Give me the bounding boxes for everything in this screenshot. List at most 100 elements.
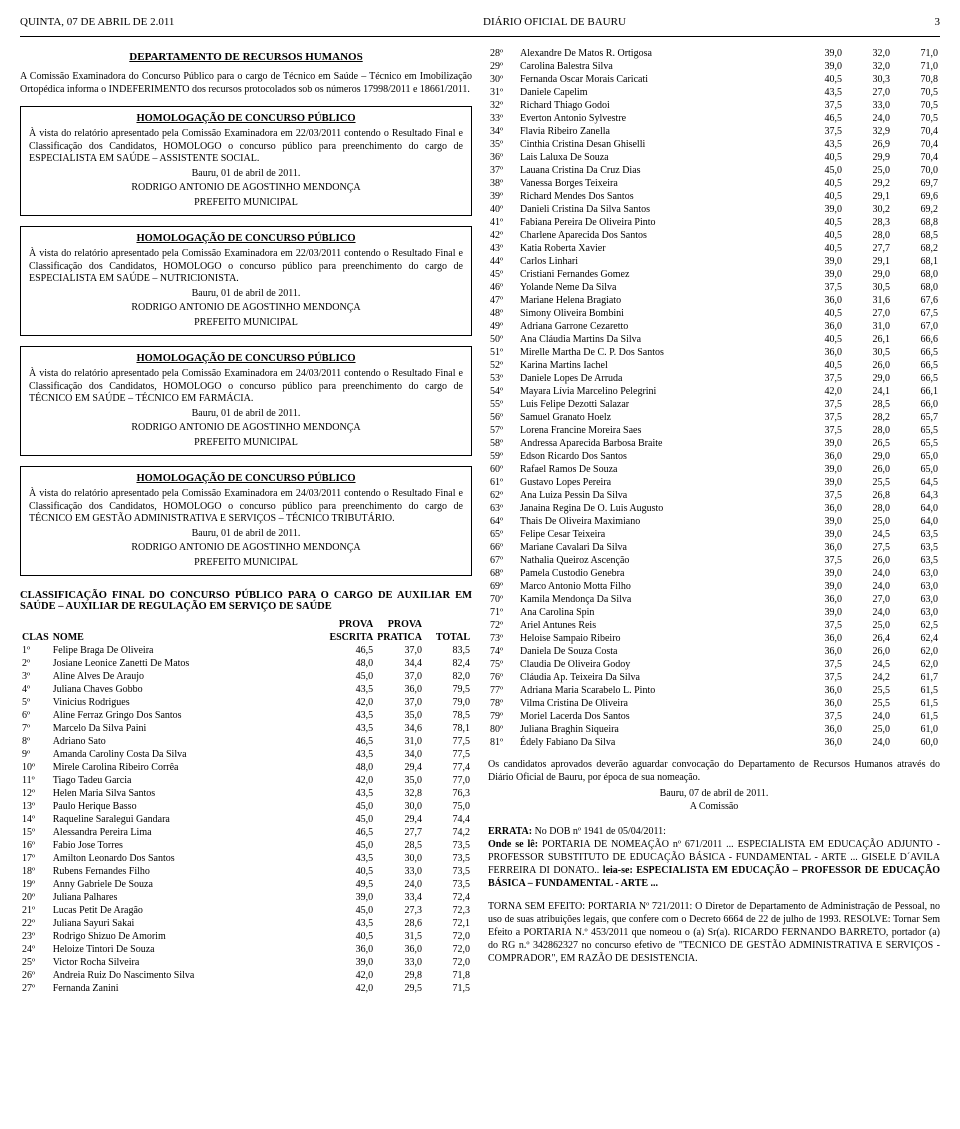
cell-pratica: 32,0: [844, 47, 892, 60]
cell-total: 72,3: [424, 904, 472, 917]
cell-escrita: 43,5: [327, 917, 375, 930]
notice-title: HOMOLOGAÇÃO DE CONCURSO PÚBLICO: [29, 113, 463, 124]
cell-escrita: 36,0: [796, 684, 844, 697]
cell-name: Janaina Regina De O. Luis Augusto: [518, 502, 796, 515]
cell-total: 70,4: [892, 151, 940, 164]
cell-pratica: 24,2: [844, 671, 892, 684]
cell-pratica: 26,0: [844, 645, 892, 658]
cell-pratica: 29,1: [844, 190, 892, 203]
table-row: 74ºDaniela De Souza Costa36,026,062,0: [488, 645, 940, 658]
cell-pratica: 24,5: [844, 528, 892, 541]
cell-total: 63,0: [892, 567, 940, 580]
cell-pos: 15º: [20, 826, 51, 839]
cell-escrita: 43,5: [327, 852, 375, 865]
torna-label: TORNA SEM EFEITO: PORTARIA Nº 721/2011:: [488, 901, 692, 912]
cell-pratica: 33,0: [375, 865, 424, 878]
cell-total: 72,0: [424, 956, 472, 969]
cell-escrita: 40,5: [327, 865, 375, 878]
notice-date: Bauru, 01 de abril de 2011.: [29, 168, 463, 181]
notice-title: HOMOLOGAÇÃO DE CONCURSO PÚBLICO: [29, 353, 463, 364]
cell-name: Luis Felipe Dezotti Salazar: [518, 398, 796, 411]
cell-name: Rafael Ramos De Souza: [518, 463, 796, 476]
cell-name: Victor Rocha Silveira: [51, 956, 327, 969]
table-row: 57ºLorena Francine Moreira Saes37,528,06…: [488, 424, 940, 437]
cell-pos: 66º: [488, 541, 518, 554]
cell-name: Ana Cláudia Martins Da Silva: [518, 333, 796, 346]
cell-pratica: 26,4: [844, 632, 892, 645]
cell-name: Andressa Aparecida Barbosa Braite: [518, 437, 796, 450]
cell-pos: 19º: [20, 878, 51, 891]
cell-total: 73,5: [424, 878, 472, 891]
cell-pratica: 24,5: [844, 658, 892, 671]
cell-pratica: 30,2: [844, 203, 892, 216]
cell-pratica: 27,0: [844, 86, 892, 99]
cell-pratica: 34,0: [375, 748, 424, 761]
cell-name: Vinicius Rodrigues: [51, 696, 327, 709]
table-row: 11ºTiago Tadeu Garcia42,035,077,0: [20, 774, 472, 787]
table-row: 71ºAna Carolina Spin39,024,063,0: [488, 606, 940, 619]
errata-body: No DOB nº 1941 de 05/04/2011:: [532, 826, 666, 837]
table-row: 78ºVilma Cristina De Oliveira36,025,561,…: [488, 697, 940, 710]
cell-name: Mirele Carolina Ribeiro Corrêa: [51, 761, 327, 774]
cell-total: 63,0: [892, 593, 940, 606]
cell-total: 66,5: [892, 346, 940, 359]
cell-escrita: 37,5: [796, 281, 844, 294]
cell-escrita: 37,5: [796, 372, 844, 385]
cell-pos: 22º: [20, 917, 51, 930]
cell-pratica: 26,8: [844, 489, 892, 502]
cell-pos: 18º: [20, 865, 51, 878]
cell-escrita: 46,5: [327, 735, 375, 748]
cell-total: 70,5: [892, 99, 940, 112]
cell-escrita: 45,0: [327, 670, 375, 683]
cell-total: 63,0: [892, 580, 940, 593]
cell-name: Claudia De Oliveira Godoy: [518, 658, 796, 671]
cell-name: Vilma Cristina De Oliveira: [518, 697, 796, 710]
cell-name: Rodrigo Shizuo De Amorim: [51, 930, 327, 943]
cell-name: Fabiana Pereira De Oliveira Pinto: [518, 216, 796, 229]
cell-escrita: 40,5: [327, 930, 375, 943]
table-row: 33ºEverton Antonio Sylvestre46,524,070,5: [488, 112, 940, 125]
cell-name: Juliana Chaves Gobbo: [51, 683, 327, 696]
table-row: 2ºJosiane Leonice Zanetti De Matos48,034…: [20, 657, 472, 670]
table-row: 4ºJuliana Chaves Gobbo43,536,079,5: [20, 683, 472, 696]
table-row: 38ºVanessa Borges Teixeira40,529,269,7: [488, 177, 940, 190]
notice-box: HOMOLOGAÇÃO DE CONCURSO PÚBLICOÀ vista d…: [20, 466, 472, 576]
notices-container: HOMOLOGAÇÃO DE CONCURSO PÚBLICOÀ vista d…: [20, 106, 472, 576]
cell-name: Mariane Cavalari Da Silva: [518, 541, 796, 554]
cell-pos: 56º: [488, 411, 518, 424]
cell-total: 61,5: [892, 684, 940, 697]
cell-total: 68,2: [892, 242, 940, 255]
cell-pratica: 28,5: [844, 398, 892, 411]
cell-name: Flavia Ribeiro Zanella: [518, 125, 796, 138]
table-row: 35ºCinthia Cristina Desan Ghiselli43,526…: [488, 138, 940, 151]
notice-date: Bauru, 01 de abril de 2011.: [29, 528, 463, 541]
th-nome: [51, 618, 327, 631]
cell-escrita: 37,5: [796, 125, 844, 138]
table-row: 44ºCarlos Linhari39,029,168,1: [488, 255, 940, 268]
notice-sign2: PREFEITO MUNICIPAL: [29, 557, 463, 570]
cell-pratica: 37,0: [375, 696, 424, 709]
cell-name: Marco Antonio Motta Filho: [518, 580, 796, 593]
table-row: 31ºDaniele Capelim43,527,070,5: [488, 86, 940, 99]
cell-pratica: 27,7: [375, 826, 424, 839]
cell-name: Aline Alves De Araujo: [51, 670, 327, 683]
cell-name: Adriano Sato: [51, 735, 327, 748]
table-row: 68ºPamela Custodio Genebra39,024,063,0: [488, 567, 940, 580]
cell-total: 60,0: [892, 736, 940, 749]
table-row: 66ºMariane Cavalari Da Silva36,027,563,5: [488, 541, 940, 554]
cell-pratica: 29,0: [844, 372, 892, 385]
cell-pratica: 29,0: [844, 450, 892, 463]
cell-escrita: 45,0: [327, 839, 375, 852]
cell-pos: 57º: [488, 424, 518, 437]
cell-pos: 71º: [488, 606, 518, 619]
cell-pos: 74º: [488, 645, 518, 658]
cell-pos: 12º: [20, 787, 51, 800]
cell-name: Anny Gabriele De Souza: [51, 878, 327, 891]
cell-total: 64,0: [892, 502, 940, 515]
notice-sign2: PREFEITO MUNICIPAL: [29, 197, 463, 210]
cell-total: 70,5: [892, 86, 940, 99]
cell-total: 65,7: [892, 411, 940, 424]
table-row: 54ºMayara Lívia Marcelino Pelegrini42,02…: [488, 385, 940, 398]
cell-pos: 20º: [20, 891, 51, 904]
th-clas: [20, 618, 51, 631]
